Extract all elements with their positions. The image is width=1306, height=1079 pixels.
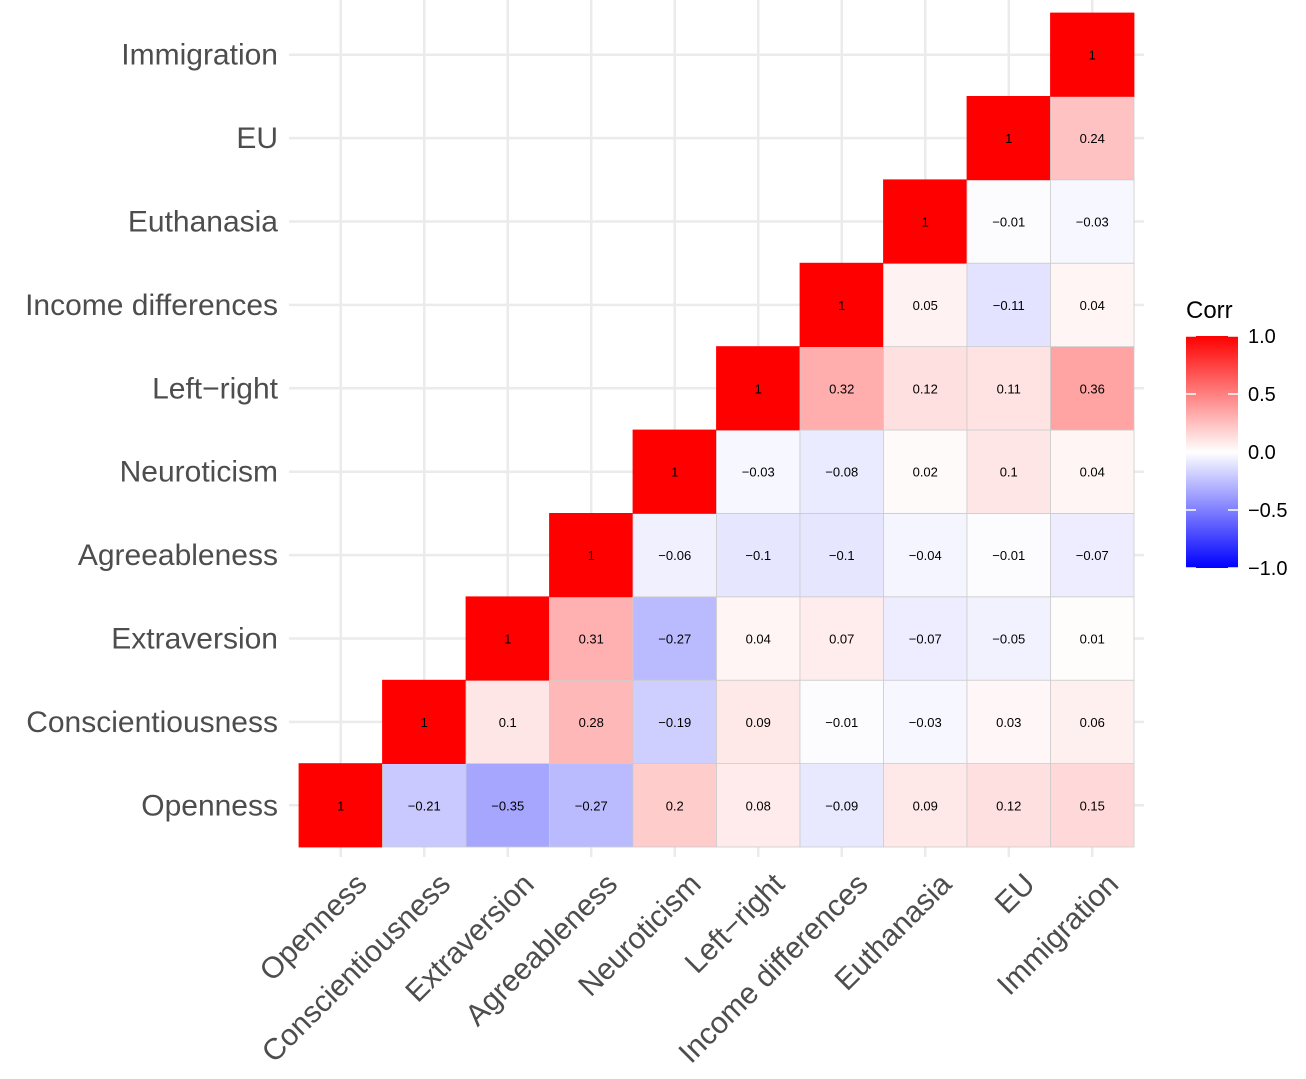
y-tick-label: Euthanasia — [128, 206, 278, 239]
legend-tick-label: 0.0 — [1248, 442, 1276, 464]
tile-value-label: 1 — [922, 215, 929, 230]
tile-value-label: 1 — [755, 381, 762, 396]
tile-value-label: 1 — [1005, 131, 1012, 146]
tile-value-label: 0.31 — [579, 632, 604, 647]
tile-value-label: −0.21 — [408, 798, 441, 813]
tile-value-label: −0.06 — [658, 548, 691, 563]
tile-value-label: 1 — [337, 798, 344, 813]
tile-value-label: −0.1 — [745, 548, 771, 563]
x-tick-label: EU — [989, 868, 1042, 921]
tile-value-label: 0.24 — [1080, 131, 1105, 146]
tile-value-label: 0.36 — [1080, 381, 1105, 396]
tile-value-label: 0.05 — [913, 298, 938, 313]
tile-value-label: −0.27 — [658, 632, 691, 647]
legend-title: Corr — [1186, 297, 1233, 324]
tile-value-label: 0.07 — [829, 632, 854, 647]
tile-value-label: 0.06 — [1080, 715, 1105, 730]
tile-value-label: 1 — [504, 632, 511, 647]
tile-value-label: −0.09 — [825, 798, 858, 813]
tile-value-label: 1 — [421, 715, 428, 730]
tile-value-label: 0.28 — [579, 715, 604, 730]
tile-value-label: 1 — [1089, 48, 1096, 63]
tile-value-label: −0.35 — [491, 798, 524, 813]
y-tick-label: Income differences — [25, 289, 278, 322]
tile-value-label: −0.03 — [1076, 215, 1109, 230]
tile-value-label: −0.04 — [909, 548, 942, 563]
tile-value-label: 0.09 — [913, 798, 938, 813]
y-tick-label: Left−right — [152, 372, 279, 405]
tile-value-label: 0.04 — [746, 632, 771, 647]
tile-value-label: 0.03 — [996, 715, 1021, 730]
y-tick-label: Immigration — [121, 39, 278, 72]
y-axis: Openness Conscientiousness Extraversion Agr… — [25, 39, 279, 823]
tile-value-label: 1 — [671, 465, 678, 480]
y-tick-label: Extraversion — [111, 623, 278, 656]
tile-value-label: −0.07 — [909, 632, 942, 647]
tile-value-label: 0.1 — [1000, 465, 1018, 480]
tile-value-label: 0.04 — [1080, 465, 1105, 480]
legend-tick-label: −0.5 — [1248, 500, 1287, 522]
tile-value-label: 0.1 — [499, 715, 517, 730]
tile-value-label: −0.1 — [829, 548, 855, 563]
tile-value-label: −0.01 — [825, 715, 858, 730]
tile-value-label: −0.19 — [658, 715, 691, 730]
legend-tick-label: 0.5 — [1248, 384, 1276, 406]
tile-value-label: 0.04 — [1080, 298, 1105, 313]
y-tick-label: Agreeableness — [78, 539, 278, 572]
x-tick-label: Agreeableness — [459, 868, 624, 1033]
tile-value-label: 0.09 — [746, 715, 771, 730]
tile-value-label: 1 — [838, 298, 845, 313]
tile-value-label: −0.11 — [993, 298, 1025, 313]
tile-value-label: 0.12 — [913, 381, 938, 396]
legend-tick-label: 1.0 — [1248, 326, 1276, 348]
tile-value-label: −0.05 — [992, 632, 1025, 647]
legend-tick-label: −1.0 — [1248, 558, 1287, 580]
tile-value-label: 0.32 — [829, 381, 854, 396]
tile-value-label: 0.11 — [997, 381, 1021, 396]
y-tick-label: Openness — [141, 789, 278, 822]
tile-value-label: 1 — [588, 548, 595, 563]
legend: Corr 1.0 0.5 0.0 −0.5 −1.0 — [1186, 297, 1287, 580]
tile-value-label: −0.07 — [1076, 548, 1109, 563]
tile-value-label: 0.02 — [913, 465, 938, 480]
tile-value-label: −0.01 — [992, 215, 1025, 230]
tile-value-label: −0.03 — [909, 715, 942, 730]
y-tick-label: Conscientiousness — [26, 706, 278, 739]
tile-value-label: −0.01 — [992, 548, 1025, 563]
tile-value-label: −0.27 — [575, 798, 608, 813]
tile-value-label: −0.08 — [825, 465, 858, 480]
tile-value-label: −0.03 — [742, 465, 775, 480]
y-tick-label: Neuroticism — [120, 456, 278, 489]
y-tick-label: EU — [236, 122, 278, 155]
tile-value-label: 0.2 — [666, 798, 684, 813]
x-axis: OpennessConscientiousnessExtraversionAgr… — [254, 867, 1126, 1070]
tile-value-label: 0.08 — [746, 798, 771, 813]
tile-value-label: 0.15 — [1080, 798, 1105, 813]
tile-value-label: 0.01 — [1080, 632, 1105, 647]
tile-value-label: 0.12 — [996, 798, 1021, 813]
